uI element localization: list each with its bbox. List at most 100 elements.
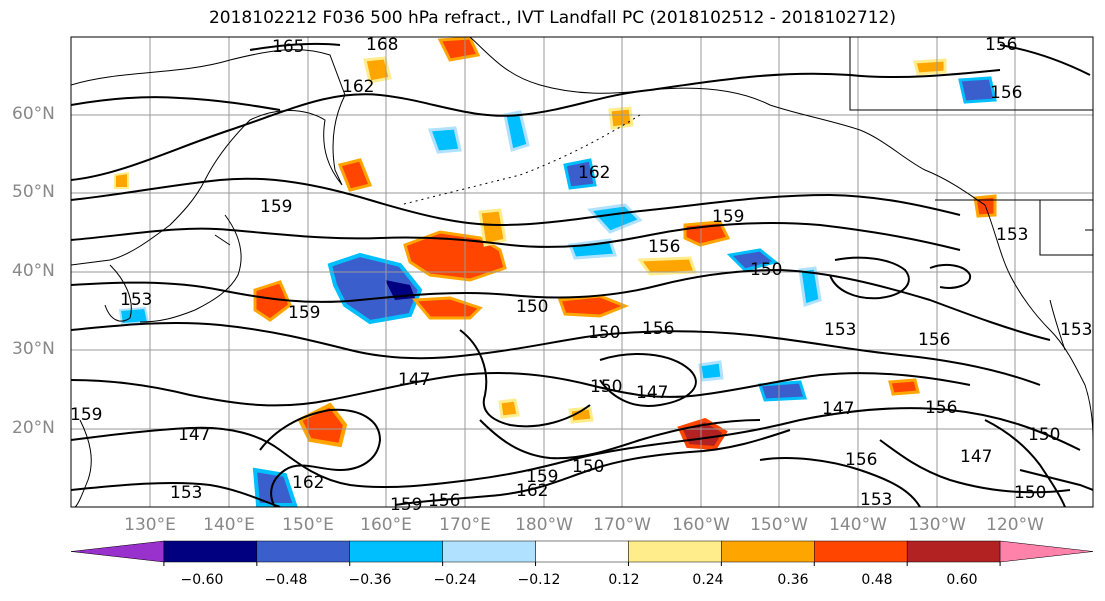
shade-patch	[888, 378, 920, 396]
shade-patch	[337, 158, 373, 192]
lon-label: 160°W	[672, 515, 730, 535]
contour-label: 168	[366, 35, 398, 55]
contour-label: 153	[860, 490, 892, 510]
lon-label: 140°E	[203, 515, 255, 535]
shade-patch	[427, 126, 462, 154]
contour-label: 159	[390, 495, 422, 515]
contour-line	[479, 419, 761, 460]
lat-label-60n: 60°N	[12, 104, 55, 124]
contour-line	[879, 439, 1071, 494]
contour-label: 156	[918, 330, 950, 350]
lon-label: 130°W	[908, 515, 966, 535]
coastline-korea	[104, 264, 132, 322]
contour-label: 150	[750, 260, 782, 280]
contour-label: 153	[170, 483, 202, 503]
colorbar-tick-label: −0.12	[517, 572, 561, 588]
contour-label: 150	[1028, 425, 1060, 445]
contour-label: 159	[526, 467, 558, 487]
contour-line	[71, 407, 1081, 489]
coastline-baja	[1049, 299, 1066, 351]
shade-patch	[363, 56, 392, 84]
contour-label: 156	[925, 398, 957, 418]
contour-label: 153	[996, 225, 1028, 245]
coastline-alaska	[469, 37, 986, 206]
shade-patch	[253, 280, 292, 322]
contour-label: 159	[288, 303, 320, 323]
coastline-asia	[71, 49, 346, 266]
shade-patch	[958, 76, 997, 104]
contour-label: 147	[178, 425, 210, 445]
contour-label: 162	[292, 473, 324, 493]
shade-patch	[726, 248, 779, 272]
contour-line	[71, 177, 961, 227]
colorbar-tick-label: −0.24	[433, 572, 477, 588]
contour-line	[599, 353, 697, 407]
colorbar-segment	[906, 540, 1001, 563]
contour-line	[71, 372, 971, 407]
contour-line	[249, 42, 341, 51]
contour-label-layer: 165 168 162 162 159 159 156 159 153 159 …	[70, 35, 1092, 515]
contour-line	[929, 263, 972, 289]
colorbar-segment	[721, 540, 815, 563]
coastline-na	[984, 204, 1093, 441]
contour-label: 150	[516, 297, 548, 317]
lon-label: 150°E	[282, 515, 334, 535]
contour-label: 156	[642, 319, 674, 339]
lon-label: 120°W	[986, 515, 1044, 535]
colorbar-segment	[814, 540, 908, 563]
contour-label: 162	[578, 163, 610, 183]
graticule	[71, 37, 1093, 507]
shade-patch	[498, 398, 520, 419]
lon-label: 170°W	[593, 515, 651, 535]
contour-label: 165	[272, 37, 304, 57]
contour-label: 156	[845, 450, 877, 470]
shade-patch	[437, 37, 481, 62]
lat-label-20n: 20°N	[12, 418, 55, 438]
colorbar-tick-label: 0.60	[946, 572, 978, 588]
contour-line	[829, 256, 910, 300]
contour-label: 162	[342, 77, 374, 97]
lon-label: 160°E	[360, 515, 412, 535]
contour-line	[984, 419, 1066, 507]
colorbar-segment	[535, 540, 629, 563]
shade-patch	[608, 106, 634, 130]
map-title: 2018102212 F036 500 hPa refract., IVT La…	[208, 8, 896, 28]
contour-label: 150	[572, 457, 604, 477]
contour-label: 159	[70, 405, 102, 425]
lon-label: 150°W	[750, 515, 808, 535]
contour-label: 147	[960, 447, 992, 467]
contour-label: 153	[824, 320, 856, 340]
colorbar-segment	[70, 540, 165, 563]
colorbar-tick-label: 0.12	[608, 572, 640, 588]
contour-line	[71, 321, 1041, 386]
colorbar-tick-label: −0.36	[348, 572, 392, 588]
contour-label: 156	[428, 491, 460, 511]
lon-label: 140°W	[829, 515, 887, 535]
contour-label: 156	[985, 35, 1017, 55]
shade-patch	[411, 296, 483, 320]
contour-label: 156	[648, 237, 680, 257]
contour-line	[71, 69, 1001, 181]
contour-label: 147	[822, 399, 854, 419]
contour-line	[394, 429, 791, 506]
shade-patch	[503, 110, 530, 152]
lon-label: 130°E	[124, 515, 176, 535]
border-canada	[849, 37, 1093, 201]
colorbar-tick-label: −0.60	[180, 572, 224, 588]
contour-line	[71, 268, 1051, 341]
map-frame	[70, 36, 1094, 508]
contour-label: 147	[398, 370, 430, 390]
contour-label: 162	[516, 481, 548, 501]
contour-line	[71, 222, 961, 251]
lat-label-50n: 50°N	[12, 182, 55, 202]
colorbar-tick-label: 0.24	[692, 572, 724, 588]
contour-label: 153	[120, 290, 152, 310]
colorbar-segment	[349, 540, 443, 563]
contour-label: 156	[990, 83, 1022, 103]
contour-label: 153	[1060, 320, 1092, 340]
coastline-aleutians	[399, 114, 641, 206]
contour-label: 147	[636, 383, 668, 403]
contour-label: 159	[712, 207, 744, 227]
shade-patch	[478, 208, 507, 247]
